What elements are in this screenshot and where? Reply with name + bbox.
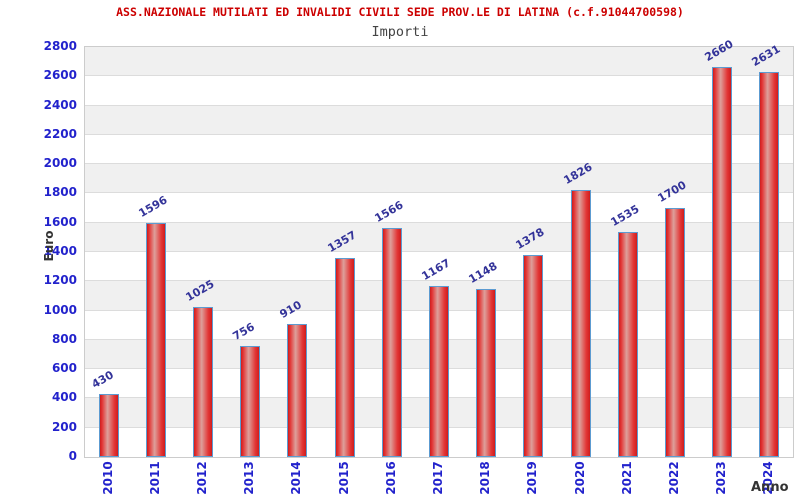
plot-band [85,47,793,77]
y-tick-800: 800 [51,331,77,346]
bar-2020 [570,190,591,457]
bar-2015 [334,258,355,457]
x-tick-2023: 2023 [714,461,729,495]
gridline [85,251,793,252]
bar-2021 [617,232,638,457]
gridline [85,192,793,194]
gridline [85,280,793,282]
y-tick-400: 400 [51,390,77,405]
y-tick-2400: 2400 [43,97,77,112]
gridline [85,163,793,165]
x-tick-2012: 2012 [195,461,209,495]
x-tick-2019: 2019 [525,461,540,495]
x-tick-2016: 2016 [383,461,398,495]
y-tick-1400: 1400 [43,244,77,258]
y-tick-2200: 2200 [43,126,77,141]
bar-value-2017: 1167 [419,256,453,283]
bar-2024 [759,72,780,457]
bar-value-2010: 430 [89,368,116,391]
x-tick-2015: 2015 [336,461,351,495]
bar-2023 [712,67,733,457]
x-tick-2020: 2020 [572,461,587,495]
plot-band [85,105,793,135]
gridline [85,221,793,223]
gridline [85,133,793,135]
y-tick-200: 200 [51,419,77,434]
x-tick-2010: 2010 [100,461,115,495]
y-tick-2600: 2600 [43,68,77,83]
y-tick-1800: 1800 [43,185,77,200]
x-tick-2018: 2018 [478,461,493,495]
bar-2016 [381,228,402,457]
y-axis-label: Euro [42,230,56,262]
y-tick-0: 0 [68,449,77,463]
bar-2017 [429,286,449,457]
y-tick-1600: 1600 [43,214,77,229]
y-tick-2000: 2000 [43,156,77,171]
plot-band [85,164,793,194]
x-tick-2013: 2013 [242,461,257,495]
plot-band [85,222,793,252]
plot-area: 430 1596 1025 756 910 1357 1566 1167 1148 1378 182… [84,37,794,458]
bar-2013 [240,346,261,457]
chart-subtitle: Importi [371,24,429,40]
x-tick-2014: 2014 [289,461,304,495]
y-tick-600: 600 [51,361,77,376]
bar-2010 [98,394,119,457]
x-tick-2022: 2022 [667,461,681,495]
bar-2014 [287,324,308,457]
y-tick-1200: 1200 [43,273,77,288]
x-tick-2017: 2017 [431,461,445,495]
bar-2019 [523,255,544,457]
gridline [85,75,793,77]
x-axis-label: Anno [751,480,789,495]
y-tick-1000: 1000 [43,302,77,317]
bar-2018 [476,289,497,457]
y-tick-2800: 2800 [43,39,77,53]
x-tick-2021: 2021 [619,461,634,495]
chart-title: ASS.NAZIONALE MUTILATI ED INVALIDI CIVIL… [116,5,684,19]
bar-2022 [665,208,685,457]
gridline [85,104,793,106]
bar-value-2011: 1596 [136,193,170,220]
x-tick-2011: 2011 [147,461,162,495]
bar-2011 [145,223,166,457]
bar-2012 [193,307,213,457]
